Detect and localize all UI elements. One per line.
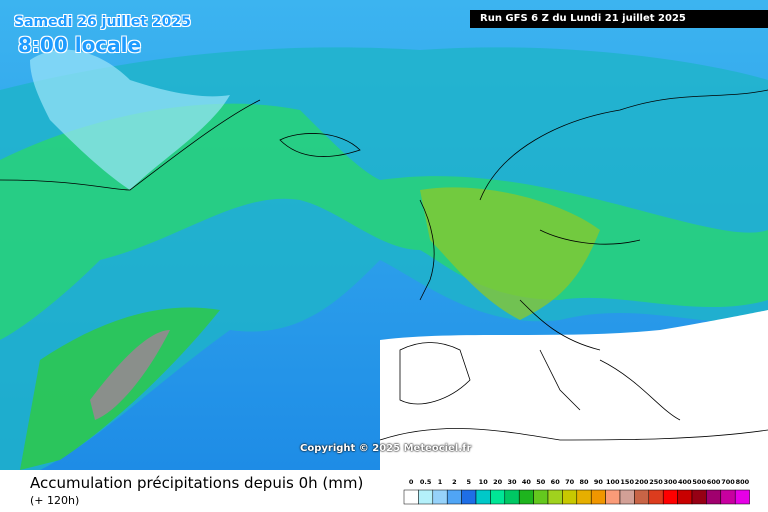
dry-area <box>380 310 768 470</box>
legend-label: 70 <box>565 478 575 486</box>
footer-title: Accumulation précipitations depuis 0h (m… <box>30 474 364 492</box>
rain-area <box>0 103 768 340</box>
legend-label: 0 <box>409 478 414 486</box>
rain-area <box>420 187 600 320</box>
legend-label: 2 <box>452 478 457 486</box>
footer: Accumulation précipitations depuis 0h (m… <box>0 470 768 512</box>
map <box>0 0 768 470</box>
date: Samedi 26 juillet 2025 <box>14 14 191 30</box>
legend-swatch <box>418 489 434 505</box>
legend-swatch <box>734 489 750 505</box>
copyright: Copyright © 2025 Meteociel.fr <box>300 443 472 454</box>
legend-label: 20 <box>493 478 503 486</box>
legend-swatch <box>590 489 606 505</box>
legend-label: 600 <box>707 478 721 486</box>
legend-swatch <box>648 489 664 505</box>
legend-swatch <box>475 489 491 505</box>
legend-swatch <box>461 489 477 505</box>
legend-swatch <box>518 489 534 505</box>
legend-label: 30 <box>507 478 517 486</box>
legend-label: 200 <box>635 478 649 486</box>
legend-swatch <box>605 489 621 505</box>
legend-label: 5 <box>467 478 472 486</box>
footer-subtitle: (+ 120h) <box>30 494 80 507</box>
coastline <box>0 89 768 441</box>
legend-label: 1 <box>438 478 443 486</box>
legend-swatch <box>691 489 707 505</box>
run-label: Run GFS 6 Z du Lundi 21 juillet 2025 <box>470 10 768 28</box>
legend-swatch <box>432 489 448 505</box>
greenland <box>30 49 230 190</box>
legend-swatch <box>403 489 419 505</box>
legend-swatch <box>446 489 462 505</box>
rain-core <box>90 330 170 420</box>
legend-swatch <box>720 489 736 505</box>
legend-label: 10 <box>479 478 489 486</box>
legend-swatch <box>576 489 592 505</box>
legend-swatch <box>490 489 506 505</box>
legend-label: 100 <box>606 478 620 486</box>
legend-swatch <box>533 489 549 505</box>
legend-label: 250 <box>649 478 663 486</box>
legend-swatch <box>619 489 635 505</box>
legend-swatch <box>547 489 563 505</box>
legend-swatch <box>634 489 650 505</box>
legend-label: 150 <box>620 478 634 486</box>
legend-label: 90 <box>594 478 604 486</box>
legend-label: 800 <box>736 478 750 486</box>
legend-swatch <box>662 489 678 505</box>
legend-label: 40 <box>522 478 532 486</box>
legend-swatch <box>562 489 578 505</box>
legend-label: 80 <box>579 478 589 486</box>
legend-label: 50 <box>536 478 546 486</box>
time: 8:00 locale <box>18 33 142 57</box>
legend-label: 60 <box>551 478 561 486</box>
legend: 0 0.5 1 2 5 10 20 30 40 50 60 70 80 90 100 150 200 250 300… <box>403 478 750 505</box>
legend-label: 300 <box>664 478 678 486</box>
legend-label: 400 <box>678 478 692 486</box>
legend-label: 0.5 <box>420 478 432 486</box>
legend-swatch <box>706 489 722 505</box>
legend-label: 500 <box>692 478 706 486</box>
legend-label: 700 <box>721 478 735 486</box>
legend-swatch <box>677 489 693 505</box>
legend-swatch <box>504 489 520 505</box>
